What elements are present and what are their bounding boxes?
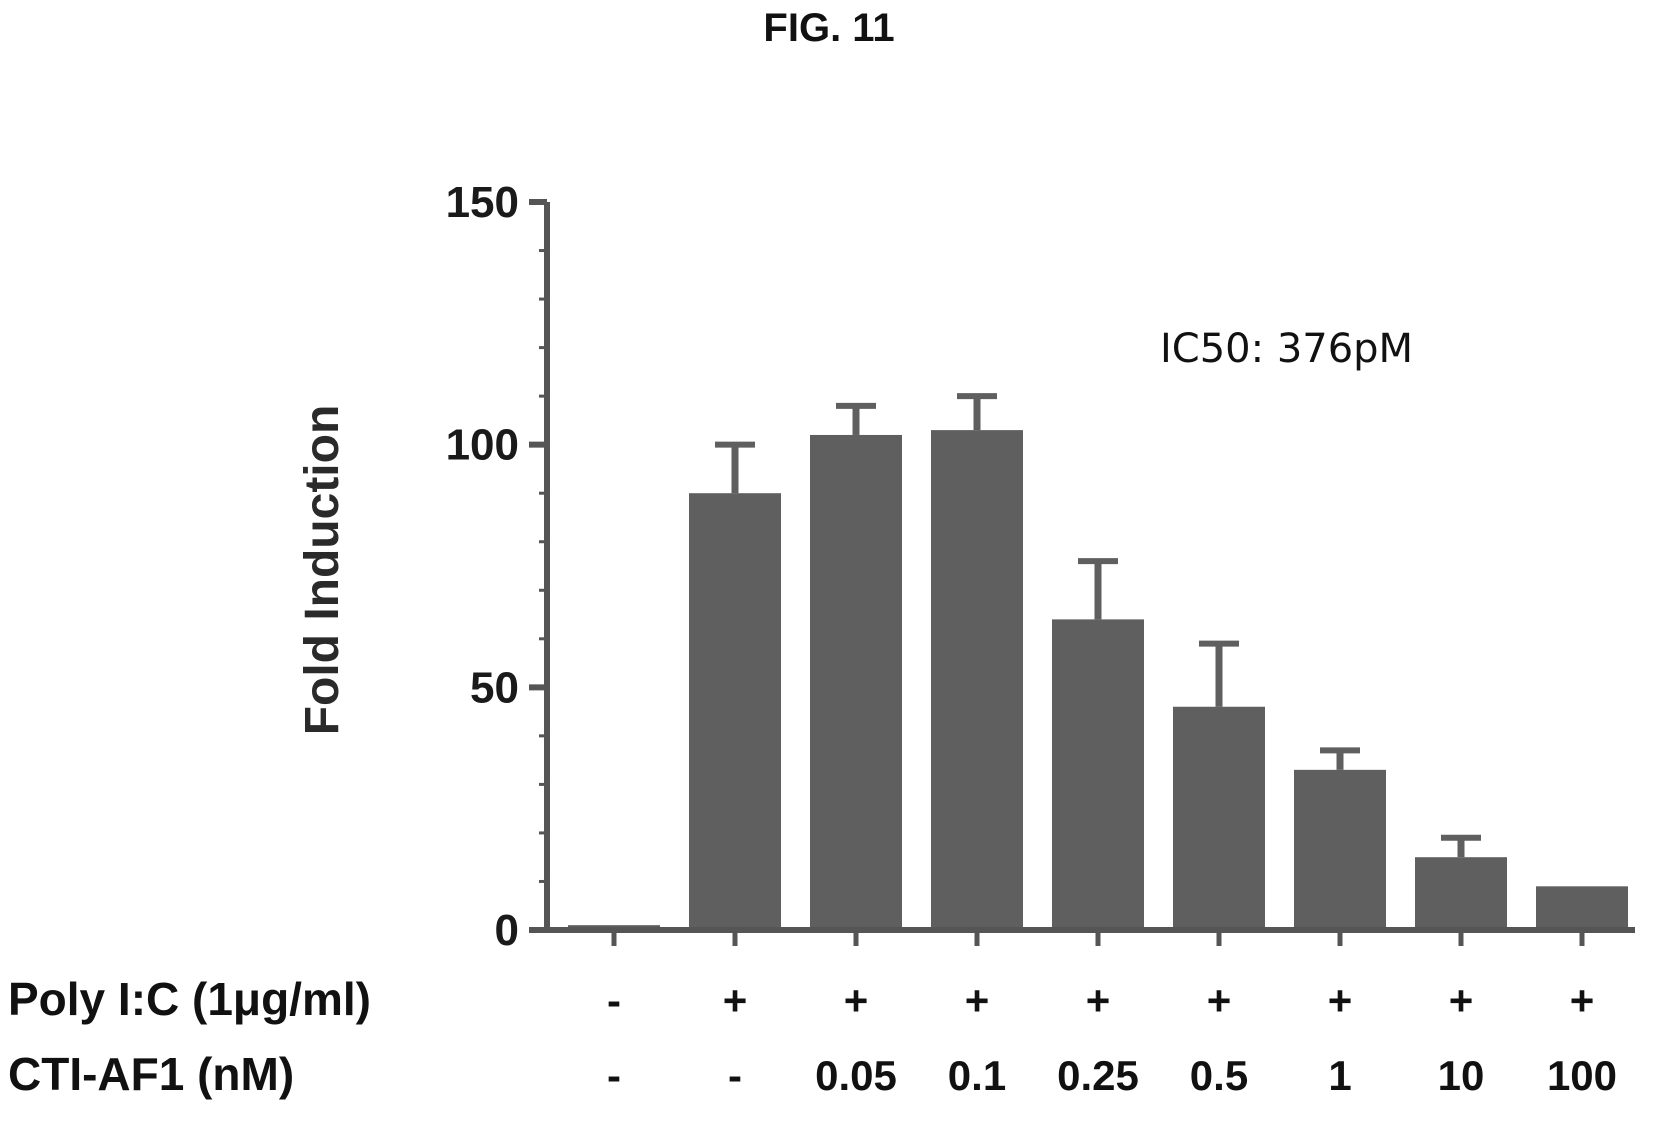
condition-1-7: 10: [1438, 1052, 1485, 1099]
condition-1-6: 1: [1328, 1052, 1351, 1099]
bar-4: [1052, 619, 1144, 930]
y-tick-label-0: 0: [495, 906, 519, 955]
condition-0-5: +: [1207, 977, 1232, 1024]
condition-0-2: +: [844, 977, 869, 1024]
bar-6: [1294, 769, 1386, 930]
axes-layer: [529, 199, 1635, 946]
condition-0-6: +: [1328, 977, 1353, 1024]
condition-0-3: +: [965, 977, 990, 1024]
bars-layer: [568, 393, 1628, 930]
bar-2: [810, 434, 902, 930]
condition-1-4: 0.25: [1057, 1052, 1139, 1099]
condition-0-0: -: [607, 977, 621, 1024]
condition-1-1: -: [728, 1052, 742, 1099]
condition-0-1: +: [723, 977, 748, 1024]
bar-8: [1536, 886, 1628, 930]
bar-1: [689, 493, 781, 930]
y-tick-label-150: 150: [446, 178, 519, 227]
condition-1-2: 0.05: [815, 1052, 897, 1099]
labels-layer: 0 50 100 150 Poly I:C (1μg/ml) - + + + + + + + + CTI-A…: [8, 178, 1617, 1100]
condition-0-8: +: [1570, 977, 1595, 1024]
condition-0-7: +: [1449, 977, 1474, 1024]
bar-7: [1415, 857, 1507, 930]
figure-title: FIG. 11: [763, 6, 895, 50]
y-tick-label-50: 50: [470, 663, 519, 712]
row-label-1: CTI-AF1 (nM): [8, 1048, 294, 1100]
y-tick-label-100: 100: [446, 421, 519, 470]
condition-0-4: +: [1086, 977, 1111, 1024]
condition-1-0: -: [607, 1052, 621, 1099]
condition-1-8: 100: [1547, 1052, 1617, 1099]
ic50-annotation: IC50: 376pM: [1160, 326, 1413, 372]
bar-3: [931, 430, 1023, 930]
bar-5: [1173, 706, 1265, 930]
row-label-0: Poly I:C (1μg/ml): [8, 973, 371, 1025]
y-axis-label: Fold Induction: [296, 405, 349, 736]
condition-1-3: 0.1: [948, 1052, 1006, 1099]
condition-1-5: 0.5: [1190, 1052, 1248, 1099]
